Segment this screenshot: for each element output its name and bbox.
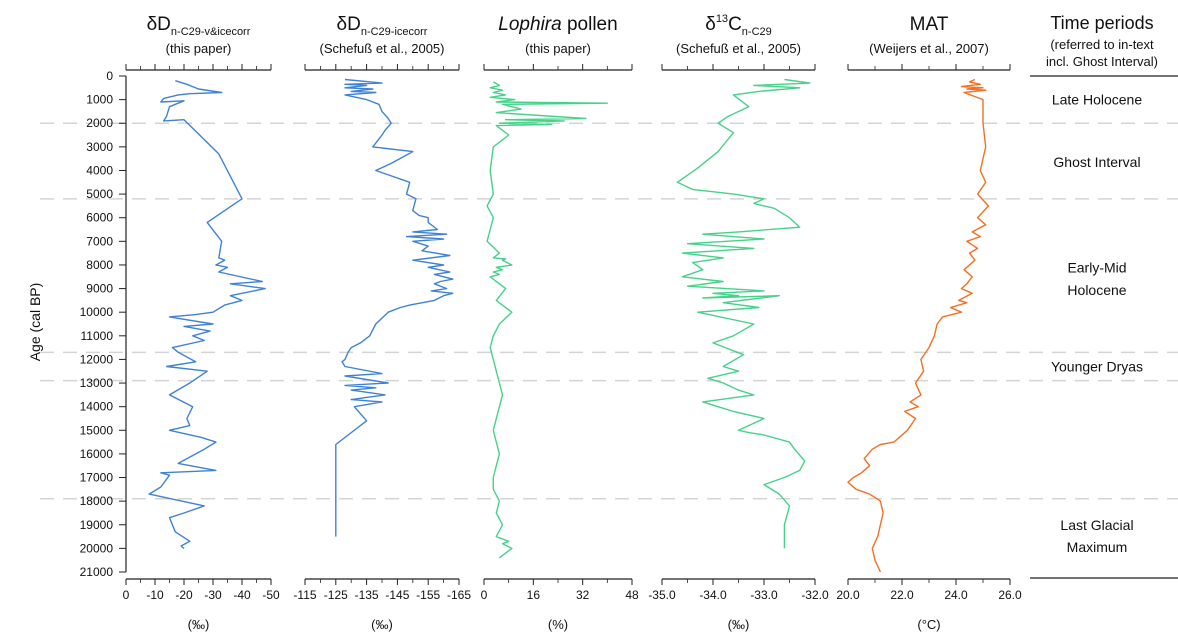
age-tick-label-4000: 4000 <box>86 163 113 177</box>
panel-4: δ13Cn-C29 (Schefuß et al., 2005) -35.0 -34.… <box>648 13 829 632</box>
panel-4-series-line <box>676 78 811 549</box>
age-tick-label-19000: 19000 <box>80 518 114 532</box>
period-label-5: Last Glacial <box>1060 517 1133 533</box>
panel-5-tick-label: 22.0 <box>890 588 914 602</box>
panel-1-tick-label: 0 <box>123 588 130 602</box>
age-tick-label-9000: 9000 <box>86 282 113 296</box>
panel-5-unit: (°C) <box>917 617 940 632</box>
panel-4-subtitle: (Schefuß et al., 2005) <box>676 41 801 56</box>
panel-5: MAT (Weijers et al., 2007) 20.0 22.0 24.0 26.… <box>836 14 1022 632</box>
panel-3: Lophira pollen (this paper) 0 16 32 48 (%) <box>481 14 639 632</box>
panel-4-title: δ13Cn-C29 <box>705 13 772 38</box>
panel-2: δDn-C29-icecorr (Schefuß et al., 2005) -11… <box>293 14 471 632</box>
panel-2-tick-label: -145 <box>385 588 409 602</box>
panel-5-title: MAT <box>910 14 949 35</box>
age-tick-label-7000: 7000 <box>86 234 113 248</box>
age-tick-label-15000: 15000 <box>80 423 114 437</box>
age-axis-label: Age (cal BP) <box>27 283 43 362</box>
panel-3-tick-label: 16 <box>527 588 541 602</box>
age-axis: Age (cal BP) 0 1000 2000 3000 4000 5000 6000 70… <box>27 69 127 579</box>
age-tick-label-18000: 18000 <box>80 494 114 508</box>
panel-4-tick-label: -33.0 <box>750 588 778 602</box>
age-tick-label-2000: 2000 <box>86 116 113 130</box>
panel-1-title: δDn-C29-v&icecorr <box>147 14 251 38</box>
age-tick-label-13000: 13000 <box>80 376 114 390</box>
panel-1-tick-label: -40 <box>233 588 251 602</box>
panel-3-tick-label: 32 <box>576 588 590 602</box>
panel-2-unit: (‰) <box>371 617 393 632</box>
panel-3-series-line <box>486 81 608 559</box>
panel-2-tick-label: -125 <box>324 588 348 602</box>
panel-3-tick-label: 48 <box>625 588 639 602</box>
panel-1-subtitle: (this paper) <box>166 41 232 56</box>
age-tick-label-5000: 5000 <box>86 187 113 201</box>
period-boundary-lines <box>40 122 1178 500</box>
panel-2-subtitle: (Schefuß et al., 2005) <box>319 41 444 56</box>
period-label-3: Holocene <box>1067 282 1126 298</box>
panel-2-tick-label: -135 <box>355 588 379 602</box>
age-tick-label-20000: 20000 <box>80 541 114 555</box>
panel-4-tick-label: -35.0 <box>648 588 676 602</box>
age-tick-label-12000: 12000 <box>80 352 114 366</box>
panel-3-unit: (%) <box>548 617 568 632</box>
period-label-2: Early-Mid <box>1067 259 1126 275</box>
age-tick-label-8000: 8000 <box>86 258 113 272</box>
age-tick-label-0: 0 <box>106 69 113 83</box>
panel-1-tick-label: -10 <box>146 588 164 602</box>
panel-5-tick-label: 26.0 <box>998 588 1022 602</box>
panel-1-tick-label: -30 <box>204 588 222 602</box>
panel-2-tick-label: -115 <box>293 588 316 602</box>
panel-5-tick-label: 24.0 <box>944 588 968 602</box>
panel-1: δDn-C29-v&icecorr(this paper)0 -10 -20 -30-… <box>123 14 280 632</box>
age-tick-label-3000: 3000 <box>86 140 113 154</box>
time-periods-note-2: incl. Ghost Interval) <box>1046 54 1158 69</box>
panel-4-tick-label: -34.0 <box>699 588 727 602</box>
age-tick-label-10000: 10000 <box>80 305 114 319</box>
age-tick-label-17000: 17000 <box>80 471 114 485</box>
period-label-4: Younger Dryas <box>1051 359 1143 375</box>
panel-1-unit: (‰) <box>188 617 210 632</box>
age-tick-label-6000: 6000 <box>86 211 113 225</box>
period-label-0: Late Holocene <box>1052 92 1143 108</box>
proxy-panels: δDn-C29-v&icecorr(this paper)0 -10 -20 -30-… <box>123 13 1022 632</box>
panel-5-tick-label: 20.0 <box>836 588 860 602</box>
age-tick-label-16000: 16000 <box>80 447 114 461</box>
panel-4-unit: (‰) <box>728 617 750 632</box>
panel-2-series-line <box>335 78 454 537</box>
period-label-6: Maximum <box>1067 539 1128 555</box>
panel-5-subtitle: (Weijers et al., 2007) <box>869 41 989 56</box>
panel-1-series-line <box>148 80 266 549</box>
time-periods-column: Time periods (referred to in-text incl. … <box>1030 13 1178 579</box>
age-tick-label-1000: 1000 <box>86 93 113 107</box>
panel-3-tick-label: 0 <box>481 588 488 602</box>
period-label-1: Ghost Interval <box>1053 154 1140 170</box>
age-tick-label-21000: 21000 <box>80 565 114 579</box>
age-tick-label-14000: 14000 <box>80 400 114 414</box>
age-tick-label-11000: 11000 <box>81 329 114 343</box>
time-periods-note-1: (referred to in-text <box>1050 37 1154 52</box>
panel-2-tick-label: -155 <box>416 588 440 602</box>
time-periods-title: Time periods <box>1050 13 1153 33</box>
panel-2-tick-label: -165 <box>447 588 471 602</box>
panel-3-title: Lophira pollen <box>498 14 617 35</box>
panel-1-tick-label: -50 <box>262 588 280 602</box>
panel-2-title: δDn-C29-icecorr <box>337 14 428 38</box>
panel-5-series-line <box>847 78 990 573</box>
panel-3-subtitle: (this paper) <box>525 41 591 56</box>
panel-1-tick-label: -20 <box>175 588 193 602</box>
panel-4-tick-label: -32.0 <box>801 588 829 602</box>
